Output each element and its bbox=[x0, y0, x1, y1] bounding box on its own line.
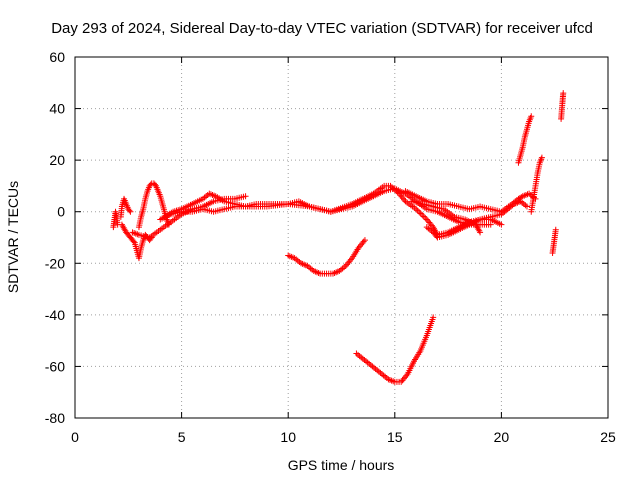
data-point bbox=[147, 235, 154, 242]
x-tick-label: 25 bbox=[600, 429, 616, 445]
data-point bbox=[414, 207, 421, 214]
x-axis-label: GPS time / hours bbox=[288, 457, 395, 473]
x-tick-label: 5 bbox=[178, 429, 186, 445]
grid bbox=[75, 57, 608, 418]
series-dip-13-17 bbox=[353, 314, 437, 385]
y-tick-label: -80 bbox=[45, 410, 65, 426]
data-point bbox=[433, 233, 440, 240]
x-tick-label: 15 bbox=[387, 429, 403, 445]
chart-title: Day 293 of 2024, Sidereal Day-to-day VTE… bbox=[51, 20, 593, 37]
y-tick-label: 60 bbox=[49, 49, 65, 65]
data-point bbox=[552, 226, 559, 233]
y-tick-label: 20 bbox=[49, 152, 65, 168]
data-point bbox=[361, 237, 368, 244]
data-point bbox=[518, 194, 525, 201]
series-dip-10-13 bbox=[285, 237, 368, 277]
data-point bbox=[417, 210, 424, 217]
series-early-spike-2 bbox=[117, 195, 134, 220]
data-point bbox=[390, 185, 397, 192]
series-early-spike-1 bbox=[110, 208, 121, 231]
data-point bbox=[132, 230, 139, 237]
x-tick-label: 20 bbox=[494, 429, 510, 445]
data-point bbox=[391, 186, 398, 193]
data-point bbox=[394, 189, 401, 196]
data-marks bbox=[110, 90, 567, 385]
data-point bbox=[422, 214, 429, 221]
axis-ticks: 0 5 10 15 20 25 -80 -60 -40 -20 0 20 40 60 bbox=[45, 49, 616, 445]
series-track-f bbox=[423, 198, 530, 241]
series-early-dip bbox=[118, 221, 155, 262]
y-tick-label: -20 bbox=[45, 255, 65, 271]
data-point bbox=[151, 181, 158, 188]
data-point bbox=[416, 209, 423, 216]
data-point bbox=[126, 207, 133, 214]
series-late-rise bbox=[515, 113, 535, 166]
data-point bbox=[498, 221, 505, 228]
y-axis-label: SDTVAR / TECUs bbox=[5, 181, 21, 293]
series-late-climb bbox=[528, 154, 545, 215]
series-late-neg bbox=[549, 226, 559, 256]
x-tick-label: 0 bbox=[71, 429, 79, 445]
data-point bbox=[242, 193, 249, 200]
series-early-bump bbox=[135, 180, 172, 231]
series-late-high bbox=[558, 90, 567, 122]
data-point bbox=[387, 182, 394, 189]
data-point bbox=[523, 203, 530, 210]
data-point bbox=[487, 221, 494, 228]
series-track-e bbox=[408, 198, 484, 236]
data-point bbox=[528, 113, 535, 120]
data-point bbox=[430, 314, 437, 321]
data-point bbox=[419, 212, 426, 219]
data-point bbox=[420, 213, 427, 220]
data-point bbox=[538, 154, 545, 161]
data-point bbox=[127, 208, 134, 215]
plot-frame bbox=[74, 56, 609, 419]
y-tick-label: -60 bbox=[45, 358, 65, 374]
data-point bbox=[388, 184, 395, 191]
data-point bbox=[560, 90, 567, 97]
y-tick-label: 0 bbox=[57, 204, 65, 220]
data-point bbox=[477, 229, 484, 236]
data-point bbox=[393, 188, 400, 195]
y-tick-label: 40 bbox=[49, 101, 65, 117]
x-tick-label: 10 bbox=[280, 429, 296, 445]
y-tick-label: -40 bbox=[45, 307, 65, 323]
data-point bbox=[130, 238, 137, 245]
